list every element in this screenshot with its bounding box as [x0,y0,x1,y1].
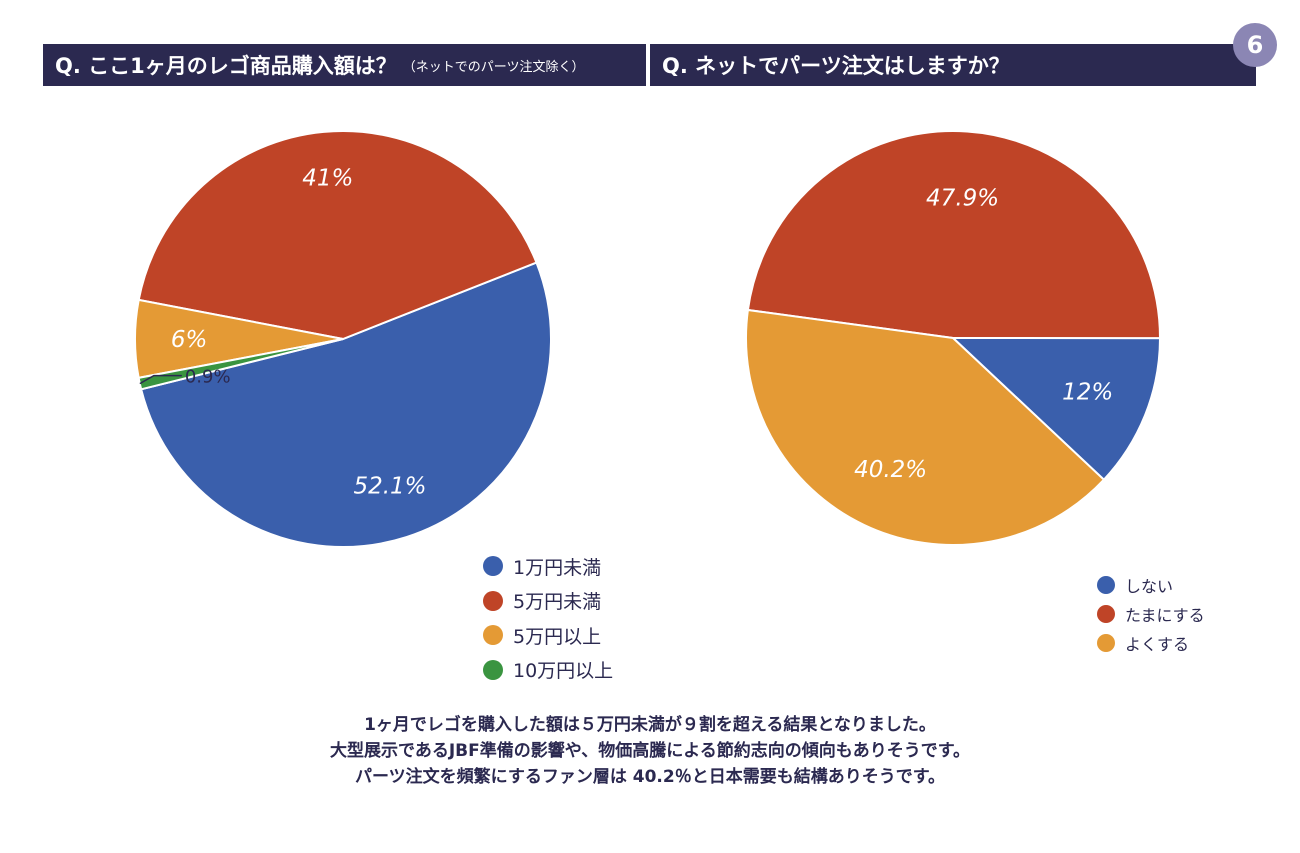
legend-item: 1万円未満 [483,549,613,584]
question-header-parts-order: Q. ネットでパーツ注文はしますか？ [650,44,1256,86]
legend-swatch [483,659,503,680]
legend-item: たまにする [1097,599,1205,628]
pie-slice-2 [137,130,538,341]
data-label: 12% [1062,379,1113,405]
legend-item: しない [1097,570,1205,599]
legend-item: 10万円以上 [483,653,613,688]
pie-slice-3 [745,308,1106,546]
legend-item: 5万円未満 [483,584,613,619]
data-label: 0.9% [185,367,231,388]
legend-purchase-amount: 1万円未満 5万円未満 5万円以上 10万円以上 [483,549,613,687]
question-text: Q. ネットでパーツ注文はしますか？ [662,54,1010,78]
data-label: 41% [302,165,353,191]
legend-swatch [483,625,503,646]
legend-parts-order: しない たまにする よくする [1097,570,1205,657]
data-label: 52.1% [353,474,426,500]
pie-slice-1 [950,336,1162,482]
legend-swatch [1097,575,1115,594]
legend-swatch [483,556,503,577]
callout-line [139,374,182,385]
legend-item: 5万円以上 [483,618,613,653]
legend-swatch [1097,604,1115,623]
summary-line: パーツ注文を頻繁にするファン層は 40.2％と日本需要も結構ありそうです。 [355,767,945,787]
question-text: Q. ここ1ヶ月のレゴ商品購入額は？ [55,54,397,78]
legend-label: しない [1125,576,1174,596]
summary-line: 大型展示であるJBF準備の影響や、物価高騰による節約志向の傾向もありそうです。 [329,741,970,761]
legend-label: 5万円未満 [513,591,602,614]
pie-chart-purchase-amount: 52.1% 41% 6% 0.9% [134,130,552,548]
legend-label: 1万円未満 [513,556,602,579]
summary-text: 1ヶ月でレゴを購入した額は５万円未満が９割を超える結果となりました。 大型展示で… [0,712,1300,790]
pie-slice-4 [137,338,344,391]
data-label: 40.2% [854,457,927,483]
pie-slice-1 [139,261,552,548]
legend-label: 10万円以上 [513,660,614,683]
page-number-badge: 6 [1233,23,1277,67]
question-header-purchase-amount: Q. ここ1ヶ月のレゴ商品購入額は？ （ネットでのパーツ注文除く） [43,44,646,86]
legend-swatch [1097,633,1115,652]
legend-item: よくする [1097,628,1205,657]
legend-label: よくする [1125,634,1190,654]
summary-line: 1ヶ月でレゴを購入した額は５万円未満が９割を超える結果となりました。 [364,715,936,735]
question-note: （ネットでのパーツ注文除く） [402,59,585,75]
data-label: 6% [171,327,208,353]
legend-label: たまにする [1125,605,1205,625]
pie-chart-parts-order: 12% 47.9% 40.2% [745,130,1162,546]
pie-slice-2 [746,130,1162,340]
legend-label: 5万円以上 [513,625,602,648]
data-label: 47.9% [926,186,999,212]
legend-swatch [483,590,503,611]
